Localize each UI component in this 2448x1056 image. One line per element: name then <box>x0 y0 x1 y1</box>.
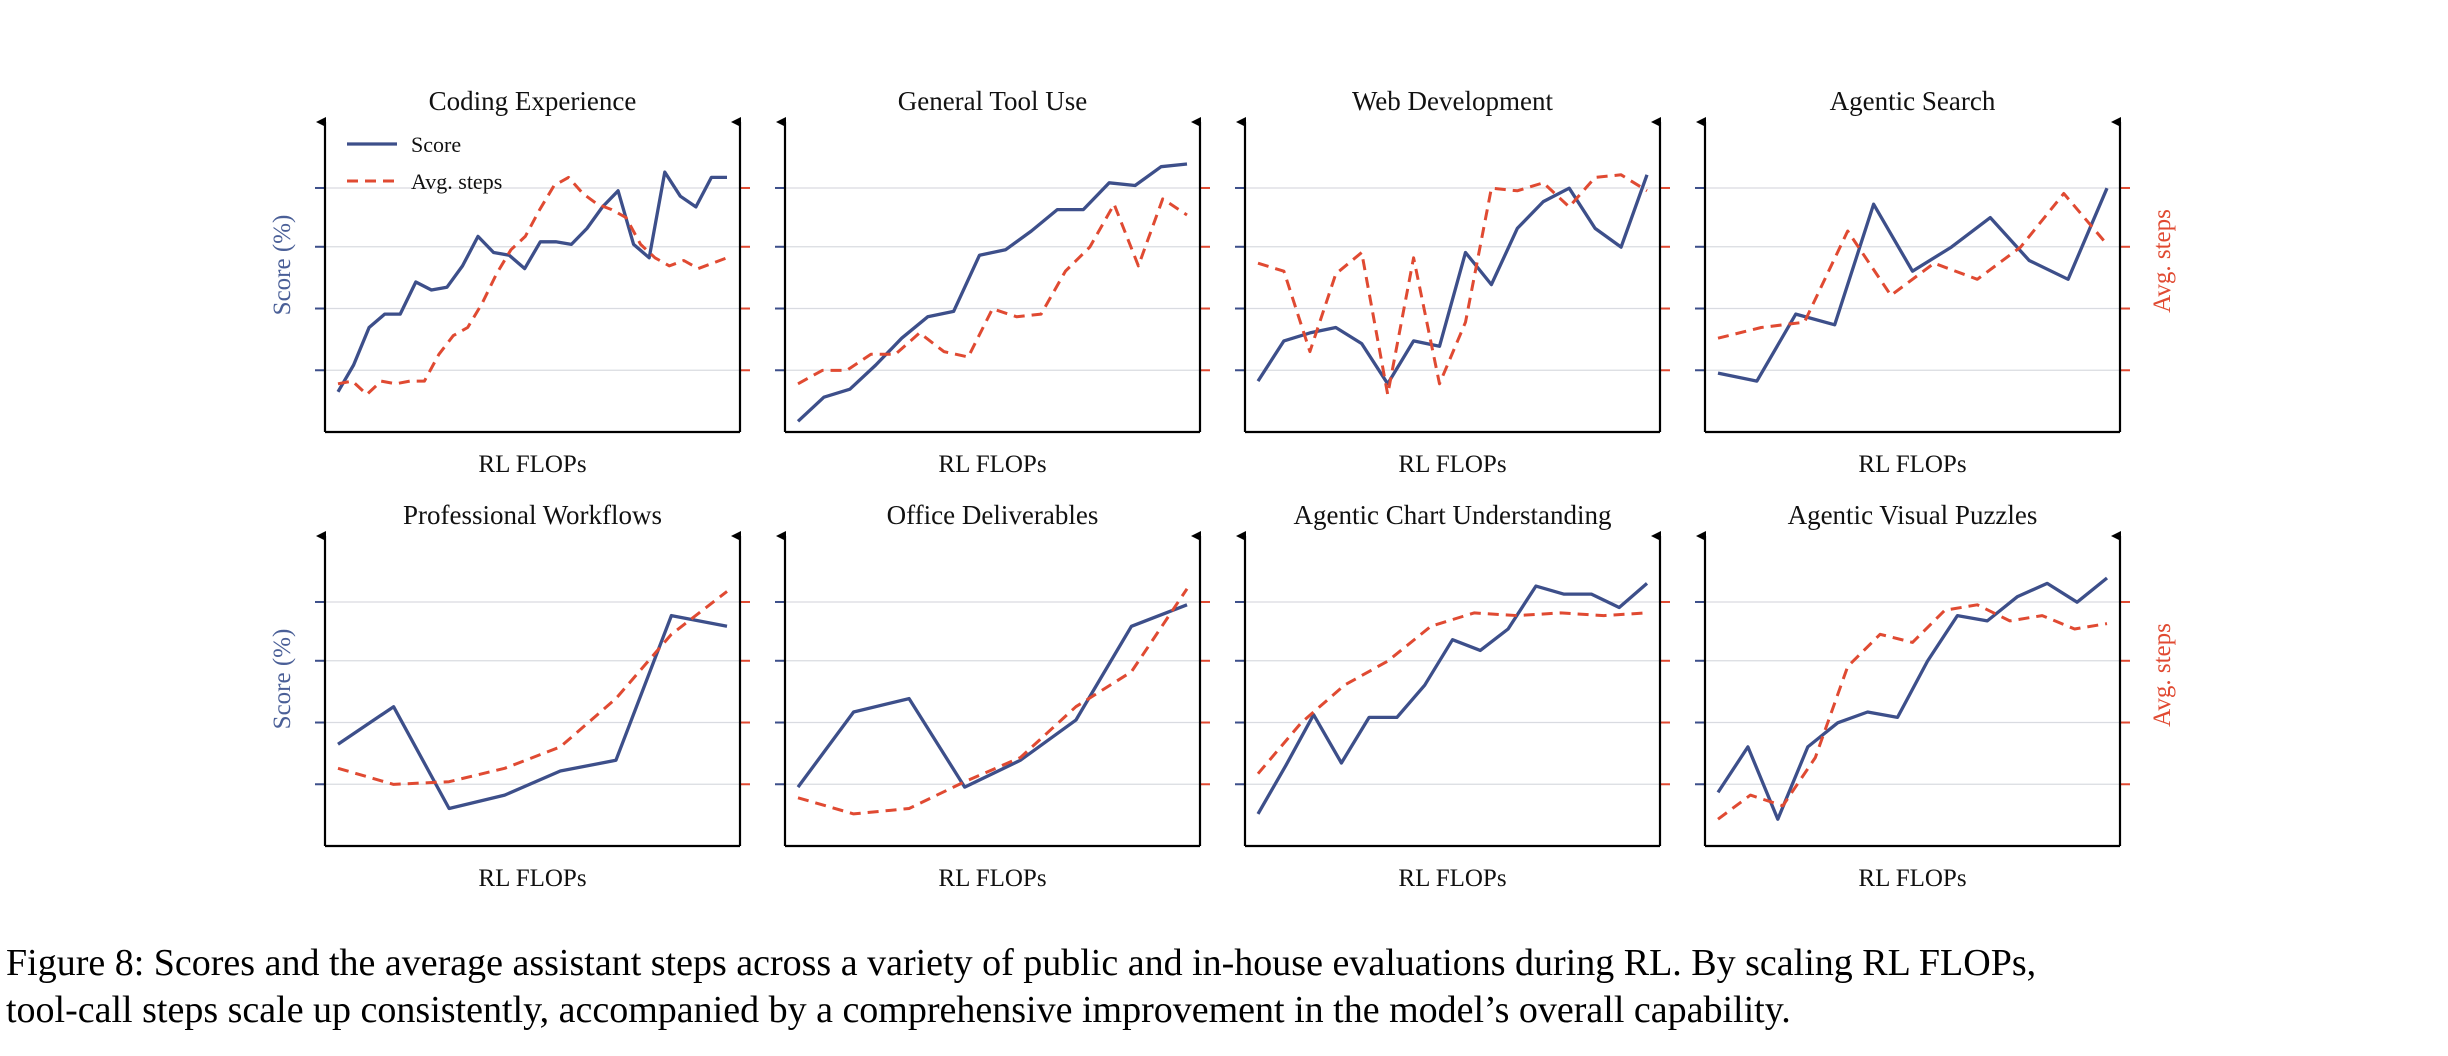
avg-steps-line <box>1717 603 2108 821</box>
x-axis-label: RL FLOPs <box>938 865 1046 892</box>
score-line <box>337 613 728 811</box>
panel-title: Web Development <box>1352 86 1554 116</box>
avg-steps-line <box>797 197 1188 386</box>
x-axis-label: RL FLOPs <box>478 865 586 892</box>
panel-title: General Tool Use <box>898 86 1088 116</box>
right-y-axis-label: Avg. steps <box>2149 623 2176 727</box>
panel-title: Agentic Chart Understanding <box>1294 500 1612 530</box>
caption-line-2: tool-call steps scale up consistently, a… <box>6 989 1791 1031</box>
avg-steps-line <box>1256 611 1648 775</box>
x-axis-label: RL FLOPs <box>1398 451 1506 478</box>
panel-professional-workflows: Professional Workflows RL FLOPs Score (%) <box>269 500 750 892</box>
panel-web-development: Web Development RL FLOPs <box>1235 86 1670 478</box>
left-y-axis-label: Score (%) <box>269 629 296 730</box>
panel-agentic-search: Agentic Search RL FLOPs Avg. steps <box>1695 86 2176 478</box>
panel-agentic-visual-puzzles: Agentic Visual Puzzles RL FLOPs Avg. steps <box>1695 500 2176 892</box>
panel-office-deliverables: Office Deliverables RL FLOPs <box>775 500 1210 892</box>
avg-steps-line <box>1717 192 2109 340</box>
panel-title: Professional Workflows <box>403 500 662 530</box>
x-axis-label: RL FLOPs <box>1858 865 1966 892</box>
right-y-axis-label: Avg. steps <box>2149 209 2176 313</box>
x-axis-label: RL FLOPs <box>1858 451 1966 478</box>
panel-coding-experience: Coding Experience RL FLOPs Score (%) Score A… <box>269 86 750 478</box>
panel-title: Office Deliverables <box>887 500 1099 530</box>
score-line <box>1256 582 1649 815</box>
x-axis-label: RL FLOPs <box>938 451 1046 478</box>
score-line <box>796 603 1188 789</box>
avg-steps-line <box>1257 173 1648 396</box>
panel-title: Agentic Visual Puzzles <box>1788 500 2038 530</box>
panel-title: Agentic Search <box>1830 86 1996 116</box>
score-line <box>1717 187 2109 383</box>
score-line <box>336 170 727 393</box>
figure-caption: Figure 8: Scores and the average assista… <box>6 940 2442 1034</box>
x-axis-label: RL FLOPs <box>1398 865 1506 892</box>
left-y-axis-label: Score (%) <box>269 215 296 316</box>
panel-agentic-chart-understanding: Agentic Chart Understanding RL FLOPs <box>1235 500 1670 892</box>
avg-steps-line <box>337 175 728 396</box>
legend: Score Avg. steps <box>347 132 502 194</box>
avg-steps-line <box>797 587 1189 816</box>
legend-steps-label: Avg. steps <box>411 169 502 194</box>
legend-score-label: Score <box>411 132 461 157</box>
x-axis-label: RL FLOPs <box>478 451 586 478</box>
score-line <box>1716 576 2109 821</box>
avg-steps-line <box>337 590 728 786</box>
caption-line-1: Figure 8: Scores and the average assista… <box>6 942 2037 984</box>
panel-general-tool-use: General Tool Use RL FLOPs <box>775 86 1210 478</box>
score-line <box>1256 174 1649 386</box>
score-line <box>796 162 1188 423</box>
panel-title: Coding Experience <box>429 86 637 116</box>
